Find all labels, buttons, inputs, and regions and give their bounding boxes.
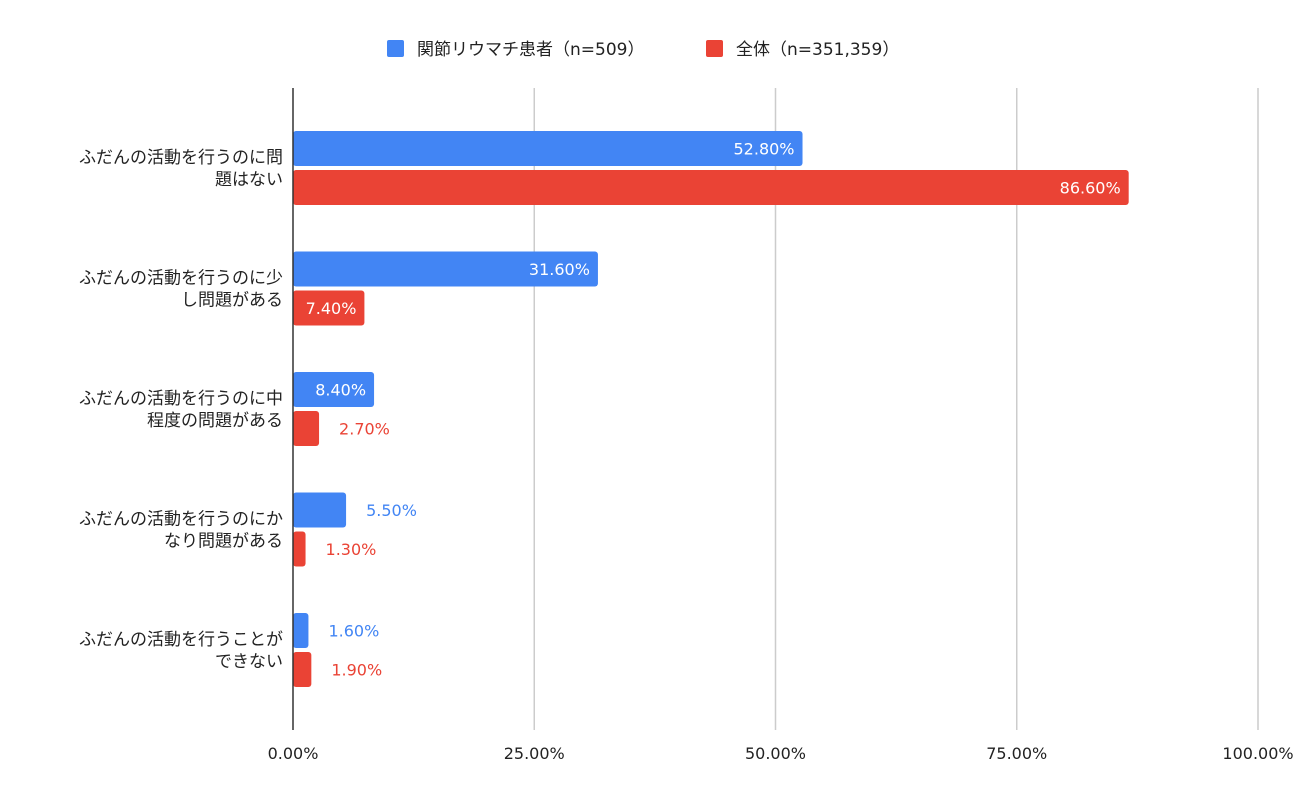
bar-series1 — [293, 131, 803, 166]
data-label: 2.70% — [339, 420, 390, 439]
bar-series2 — [293, 290, 365, 326]
data-label: 86.60% — [1060, 179, 1121, 198]
category-label-line: なり問題がある — [164, 532, 283, 552]
category-label: ふだんの活動を行うことができない — [79, 630, 283, 672]
category-label-line: ふだんの活動を行うことが — [79, 630, 283, 650]
bar-series2 — [293, 170, 1129, 205]
category-label-line: し問題がある — [181, 291, 283, 311]
bar-series2 — [293, 531, 306, 567]
x-tick-label: 100.00% — [1222, 744, 1293, 763]
category-label-line: 題はない — [215, 170, 283, 190]
data-label: 7.40% — [306, 299, 357, 318]
bars — [293, 131, 1129, 687]
category-label-line: ふだんの活動を行うのに問 — [79, 148, 283, 168]
data-label: 52.80% — [734, 140, 795, 159]
legend: 関節リウマチ患者（n=509） 全体（n=351,359） — [387, 40, 899, 60]
category-label: ふだんの活動を行うのに問題はない — [79, 148, 283, 190]
category-label-line: できない — [215, 652, 283, 672]
x-tick-label: 25.00% — [504, 744, 565, 763]
data-label: 8.40% — [315, 381, 366, 400]
data-label: 1.90% — [331, 661, 382, 680]
legend-swatch-2 — [706, 40, 723, 57]
data-label: 31.60% — [529, 260, 590, 279]
legend-swatch-1 — [387, 40, 404, 57]
legend-label-1: 関節リウマチ患者（n=509） — [417, 40, 644, 60]
category-label: ふだんの活動を行うのにかなり問題がある — [79, 510, 283, 552]
data-label: 1.60% — [328, 622, 379, 641]
category-labels: ふだんの活動を行うのに問題はないふだんの活動を行うのに少し問題があるふだんの活動… — [79, 148, 283, 672]
data-label: 1.30% — [326, 540, 377, 559]
category-label-line: ふだんの活動を行うのに中 — [79, 389, 283, 409]
category-label: ふだんの活動を行うのに少し問題がある — [79, 269, 283, 311]
bar-series1 — [293, 251, 598, 287]
bar-series1 — [293, 372, 375, 407]
data-labels: 52.80% 86.60% 31.60% 7.40% 8.40% 2.70% 5.50% 1.… — [306, 140, 1121, 680]
x-tick-label: 75.00% — [986, 744, 1047, 763]
category-label-line: ふだんの活動を行うのにか — [79, 510, 283, 530]
x-tick-label: 50.00% — [745, 744, 806, 763]
category-label-line: ふだんの活動を行うのに少 — [79, 269, 283, 289]
x-tick-labels: 0.00% 25.00% 50.00% 75.00% 100.00% — [268, 744, 1294, 763]
bar-series2 — [293, 652, 312, 687]
category-label-line: 程度の問題がある — [147, 411, 283, 431]
legend-label-2: 全体（n=351,359） — [736, 40, 899, 60]
category-label: ふだんの活動を行うのに中程度の問題がある — [79, 389, 283, 431]
x-tick-label: 0.00% — [268, 744, 319, 763]
bar-series2 — [293, 411, 320, 446]
data-label: 5.50% — [366, 501, 417, 520]
bar-series1 — [293, 613, 309, 648]
bar-series1 — [293, 492, 347, 528]
